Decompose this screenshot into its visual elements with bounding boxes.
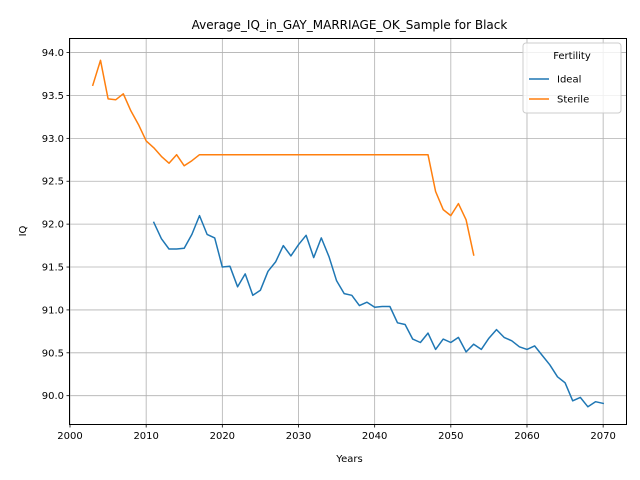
x-tick-label: 2030 — [286, 431, 311, 442]
y-tick-label: 92.0 — [42, 220, 64, 231]
x-tick-label: 2050 — [438, 431, 463, 442]
y-tick-label: 90.5 — [42, 348, 64, 359]
chart-title: Average_IQ_in_GAY_MARRIAGE_OK_Sample for… — [192, 18, 508, 32]
legend-label-sterile: Sterile — [557, 95, 589, 106]
x-tick-label: 2040 — [362, 431, 387, 442]
legend-title: Fertility — [553, 51, 591, 62]
x-axis-label: Years — [335, 454, 362, 465]
y-tick-label: 92.5 — [42, 177, 64, 188]
plot-area-frame — [69, 38, 627, 425]
x-tick-label: 2000 — [57, 431, 82, 442]
x-tick-label: 2070 — [590, 431, 615, 442]
y-tick-label: 94.0 — [42, 48, 64, 59]
series-line-sterile — [91, 59, 475, 256]
y-tick-label: 93.5 — [42, 91, 64, 102]
x-tick-label: 2020 — [210, 431, 235, 442]
legend: Fertility Ideal Sterile — [522, 42, 622, 114]
y-tick-label: 90.0 — [42, 391, 64, 402]
legend-label-ideal: Ideal — [557, 75, 581, 86]
y-tick-label: 93.0 — [42, 134, 64, 145]
y-axis-ticks: 90.0 90.5 91.0 91.5 92.0 92.5 93.0 93.5 94.0 — [42, 48, 70, 402]
x-tick-label: 2060 — [514, 431, 539, 442]
legend-box — [522, 42, 622, 114]
y-axis-label: IQ — [18, 225, 29, 236]
series-line-ideal — [152, 214, 605, 408]
y-tick-label: 91.0 — [42, 305, 64, 316]
x-axis-ticks: 2000 2010 2020 2030 2040 2050 2060 2070 — [57, 424, 616, 442]
series-lines — [91, 59, 605, 408]
y-tick-label: 91.5 — [42, 263, 64, 274]
x-tick-label: 2010 — [133, 431, 158, 442]
